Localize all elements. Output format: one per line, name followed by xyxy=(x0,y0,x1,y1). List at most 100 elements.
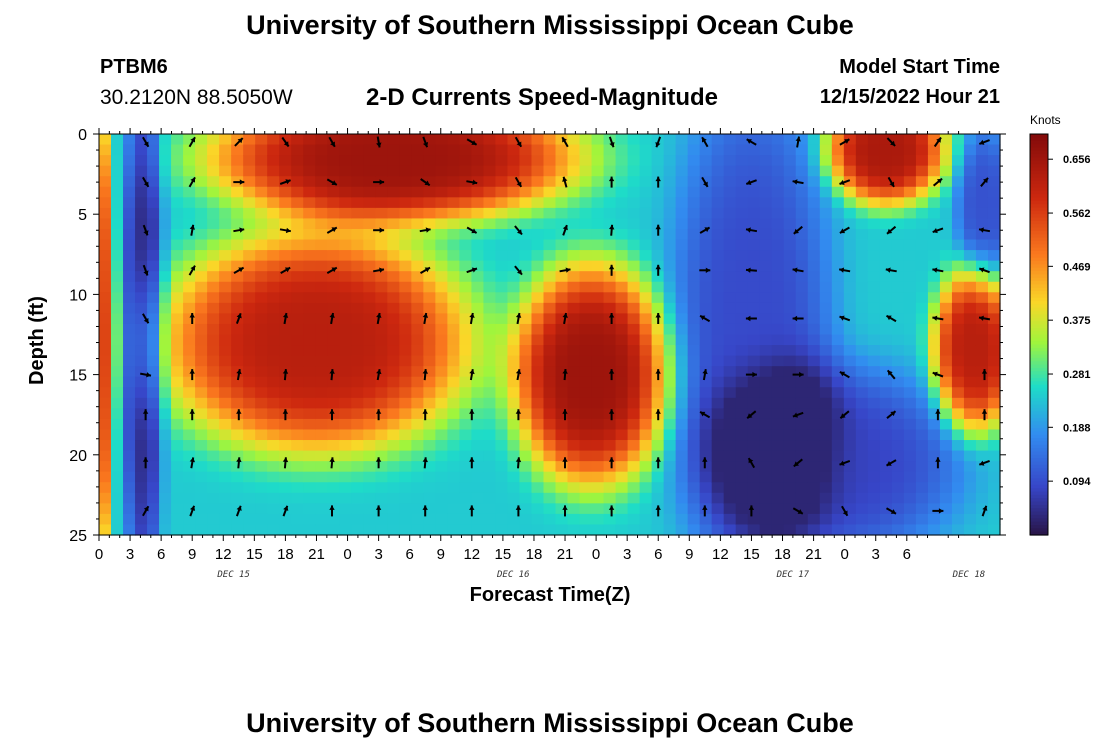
heatmap-cell xyxy=(171,513,184,526)
heatmap-cell xyxy=(807,207,821,220)
heatmap-cell xyxy=(567,271,581,283)
plot-frame xyxy=(98,133,1001,536)
heatmap-cell xyxy=(615,302,629,314)
heatmap-cell xyxy=(939,281,953,293)
heatmap-cell xyxy=(915,461,929,473)
heatmap-cell xyxy=(915,334,929,346)
heatmap-cell xyxy=(327,408,340,420)
heatmap-cell xyxy=(279,513,292,526)
heatmap-cell xyxy=(987,218,1001,230)
heatmap-cell xyxy=(351,165,364,177)
heatmap-cell xyxy=(147,155,160,167)
heatmap-cell xyxy=(975,281,989,293)
current-vector xyxy=(562,224,568,236)
heatmap-cell xyxy=(399,366,412,378)
heatmap-cell xyxy=(759,450,773,462)
colorbar-segment xyxy=(1030,374,1048,379)
heatmap-cell xyxy=(183,513,196,526)
heatmap-cell xyxy=(651,524,665,536)
heatmap-cell xyxy=(891,313,905,325)
heatmap-cell xyxy=(495,461,509,473)
colorbar-segment xyxy=(1030,441,1048,446)
heatmap-cell xyxy=(567,250,581,262)
heatmap-cell xyxy=(855,334,869,346)
heatmap-cell xyxy=(231,228,244,241)
heatmap-cell xyxy=(207,197,220,209)
heatmap-cell xyxy=(867,376,881,388)
heatmap-cell xyxy=(495,218,509,230)
heatmap-cell xyxy=(195,250,208,262)
colorbar-segment xyxy=(1030,224,1048,229)
heatmap-cell xyxy=(891,218,905,230)
heatmap-cell xyxy=(327,461,340,473)
heatmap-cell xyxy=(483,239,497,251)
heatmap-cell xyxy=(963,155,977,167)
heatmap-cell xyxy=(423,376,436,388)
heatmap-cell xyxy=(591,397,605,409)
heatmap-cell xyxy=(879,144,893,156)
heatmap-cell xyxy=(819,376,833,388)
heatmap-cell xyxy=(531,292,545,304)
colorbar-segment xyxy=(1030,187,1048,192)
heatmap-cell xyxy=(819,524,833,536)
heatmap-cell xyxy=(375,355,388,367)
heatmap-cell xyxy=(771,471,785,483)
heatmap-cell xyxy=(543,292,557,304)
heatmap-cell xyxy=(591,345,605,357)
heatmap-cell xyxy=(291,482,304,494)
heatmap-cell xyxy=(627,155,641,167)
heatmap-cell xyxy=(771,176,785,188)
heatmap-cell xyxy=(819,218,833,230)
heatmap-cell xyxy=(627,482,641,494)
heatmap-cell xyxy=(471,471,485,483)
heatmap-cell xyxy=(939,345,953,357)
heatmap-cell xyxy=(99,165,112,177)
heatmap-cell xyxy=(495,471,509,483)
heatmap-cell xyxy=(255,176,268,188)
heatmap-cell xyxy=(975,302,989,314)
heatmap-cell xyxy=(315,408,328,420)
heatmap-cell xyxy=(723,165,737,177)
heatmap-cell xyxy=(927,461,941,473)
heatmap-cell xyxy=(111,387,124,399)
heatmap-cell xyxy=(243,408,256,420)
heatmap-cell xyxy=(99,387,112,399)
heatmap-cell xyxy=(987,155,1001,167)
current-vector xyxy=(655,313,661,324)
heatmap-cell xyxy=(135,513,148,526)
heatmap-cell xyxy=(483,429,497,441)
heatmap-cell xyxy=(915,440,929,452)
heatmap-cell xyxy=(879,440,893,452)
heatmap-cell xyxy=(975,524,989,536)
current-vector xyxy=(329,312,335,325)
heatmap-cell xyxy=(111,503,124,515)
heatmap-cell xyxy=(159,408,172,420)
heatmap-cell xyxy=(843,387,857,399)
heatmap-cell xyxy=(267,418,280,431)
heatmap-cell xyxy=(507,492,521,504)
current-vector xyxy=(234,137,244,147)
heatmap-cell xyxy=(219,334,232,346)
heatmap-cell xyxy=(375,218,388,230)
heatmap-cell xyxy=(759,176,773,188)
heatmap-cell xyxy=(171,197,184,209)
heatmap-cell xyxy=(255,218,268,230)
heatmap-cell xyxy=(531,345,545,357)
heatmap-cell xyxy=(879,260,893,272)
current-vector xyxy=(376,369,382,381)
heatmap-cell xyxy=(351,397,364,409)
heatmap-cell xyxy=(255,461,268,473)
heatmap-cell xyxy=(327,228,340,241)
heatmap-cell xyxy=(423,524,436,536)
heatmap-cell xyxy=(411,387,424,399)
heatmap-cell xyxy=(159,207,172,220)
heatmap-cell xyxy=(435,228,448,241)
heatmap-cell xyxy=(411,345,424,357)
current-vector xyxy=(745,371,757,378)
heatmap-cell xyxy=(99,513,112,526)
heatmap-cell xyxy=(111,134,124,146)
heatmap-cell xyxy=(315,376,328,388)
heatmap-cell xyxy=(99,313,112,325)
heatmap-cell xyxy=(927,387,941,399)
heatmap-cell xyxy=(411,513,424,526)
